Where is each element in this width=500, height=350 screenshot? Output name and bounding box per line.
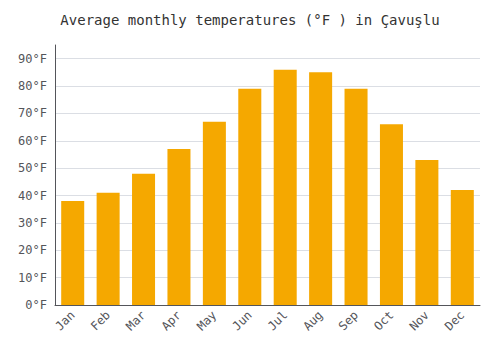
- svg-text:20°F: 20°F: [18, 243, 47, 257]
- svg-text:Apr: Apr: [159, 308, 184, 333]
- svg-text:70°F: 70°F: [18, 106, 47, 120]
- svg-text:10°F: 10°F: [18, 271, 47, 285]
- svg-text:50°F: 50°F: [18, 161, 47, 175]
- svg-text:Feb: Feb: [88, 308, 113, 333]
- svg-text:Sep: Sep: [336, 308, 361, 333]
- svg-text:Oct: Oct: [371, 308, 396, 333]
- svg-text:May: May: [194, 308, 219, 333]
- svg-text:60°F: 60°F: [18, 134, 47, 148]
- svg-text:80°F: 80°F: [18, 79, 47, 93]
- svg-text:0°F: 0°F: [25, 298, 47, 312]
- svg-text:Nov: Nov: [407, 308, 432, 333]
- svg-text:Mar: Mar: [123, 308, 148, 333]
- svg-text:40°F: 40°F: [18, 189, 47, 203]
- svg-text:Jun: Jun: [230, 308, 255, 333]
- svg-text:30°F: 30°F: [18, 216, 47, 230]
- svg-text:Aug: Aug: [300, 308, 325, 333]
- svg-text:90°F: 90°F: [18, 52, 47, 66]
- svg-text:Jul: Jul: [265, 308, 290, 333]
- svg-text:Average monthly temperatures (: Average monthly temperatures (°F ) in Ça…: [60, 12, 439, 28]
- svg-text:Jan: Jan: [52, 308, 77, 333]
- svg-text:Dec: Dec: [442, 308, 467, 333]
